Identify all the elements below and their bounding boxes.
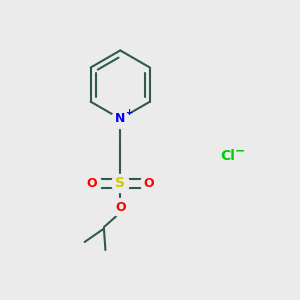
Text: +: + <box>125 108 132 117</box>
Text: S: S <box>115 176 125 190</box>
Text: O: O <box>87 177 98 190</box>
Text: −: − <box>235 144 246 157</box>
Text: O: O <box>143 177 154 190</box>
Text: N: N <box>115 112 125 125</box>
Text: Cl: Cl <box>220 149 235 163</box>
Text: O: O <box>115 201 126 214</box>
